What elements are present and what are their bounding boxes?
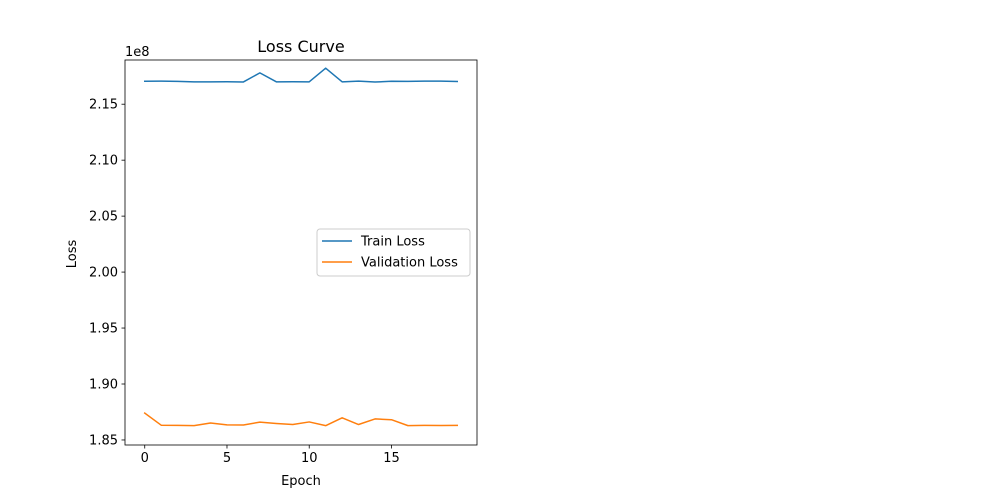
y-tick-label: 1.85	[89, 433, 118, 448]
y-tick-label: 2.10	[89, 154, 118, 169]
series-line-train-loss	[143, 67, 459, 83]
y-axis-label: Loss	[65, 240, 80, 269]
legend: Train Loss Validation Loss	[316, 228, 471, 277]
x-axis-label: Epoch	[281, 474, 321, 489]
y-tick-label: 1.90	[89, 378, 118, 393]
y-tick-label: 2.15	[89, 98, 118, 113]
legend-label-validation-loss: Validation Loss	[361, 256, 458, 271]
y-tick-label: 2.05	[89, 210, 118, 225]
series-line-validation-loss	[143, 412, 459, 427]
y-tick-label: 2.00	[89, 266, 118, 281]
axes-frame	[124, 59, 478, 446]
plot-area: 0 5 10 15 1.85 1.90 1.95 2.00 2.05 2.10 2.15 Train …	[89, 59, 478, 466]
y-tick-label: 1.95	[89, 322, 118, 337]
x-tick-label: 5	[223, 451, 231, 466]
legend-label-train-loss: Train Loss	[360, 235, 425, 250]
x-tick-label: 10	[301, 451, 318, 466]
y-offset-label: 1e8	[125, 45, 150, 60]
chart-title: Loss Curve	[257, 37, 344, 56]
x-tick-label: 0	[141, 451, 149, 466]
x-tick-label: 15	[383, 451, 400, 466]
legend-box	[316, 228, 471, 277]
